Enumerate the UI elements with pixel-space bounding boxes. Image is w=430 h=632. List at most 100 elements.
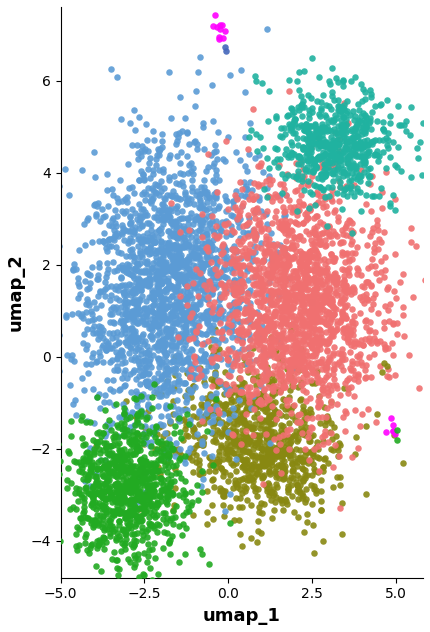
Point [326, 80, 333, 90]
Point [274, 191, 281, 202]
Point [227, 301, 234, 312]
Point [204, 401, 211, 411]
Point [66, 190, 73, 200]
Point [278, 332, 285, 343]
Point [367, 205, 374, 216]
Point [184, 263, 191, 273]
Point [76, 513, 83, 523]
Point [166, 299, 173, 309]
Point [301, 250, 308, 260]
Point [281, 463, 288, 473]
Point [242, 465, 249, 475]
Point [160, 257, 167, 267]
Point [163, 390, 170, 400]
Point [94, 542, 101, 552]
Point [169, 351, 176, 362]
Point [273, 451, 280, 461]
Point [99, 487, 106, 497]
Point [164, 494, 171, 504]
Point [147, 492, 154, 502]
Point [202, 409, 209, 419]
Point [300, 363, 307, 374]
Point [143, 490, 150, 500]
Point [102, 537, 109, 547]
Point [348, 359, 355, 369]
Point [176, 275, 183, 285]
Point [138, 252, 145, 262]
Point [358, 335, 365, 345]
Point [99, 428, 106, 438]
Point [159, 267, 166, 277]
Point [174, 270, 181, 280]
Point [90, 482, 97, 492]
Point [105, 493, 112, 503]
Point [154, 466, 161, 476]
Point [135, 465, 141, 475]
Point [114, 454, 120, 465]
Point [137, 267, 144, 277]
Point [326, 150, 333, 161]
Point [126, 475, 133, 485]
Point [174, 350, 181, 360]
Point [111, 431, 118, 441]
Point [151, 311, 158, 321]
Point [289, 149, 295, 159]
Point [310, 448, 317, 458]
Point [183, 389, 190, 399]
Point [96, 480, 103, 490]
Point [306, 166, 313, 176]
Point [101, 390, 108, 400]
Point [115, 628, 122, 632]
Point [37, 492, 44, 502]
Point [294, 76, 301, 86]
Point [244, 458, 251, 468]
Point [294, 133, 301, 143]
Point [297, 288, 304, 298]
Point [135, 488, 141, 498]
Point [265, 350, 272, 360]
Point [135, 473, 142, 483]
Point [218, 248, 225, 258]
Point [146, 426, 153, 436]
Point [243, 382, 250, 392]
Point [95, 328, 102, 338]
Point [216, 486, 223, 496]
Point [280, 377, 287, 387]
Point [257, 420, 264, 430]
Point [298, 264, 305, 274]
Point [288, 331, 295, 341]
Point [159, 339, 166, 349]
Point [383, 167, 390, 177]
Point [350, 227, 357, 237]
Point [297, 358, 304, 368]
Point [320, 185, 327, 195]
Point [266, 179, 273, 189]
Point [184, 404, 190, 415]
Point [152, 187, 159, 197]
Point [138, 404, 144, 415]
Point [313, 276, 320, 286]
Point [270, 312, 277, 322]
Point [125, 337, 132, 348]
Point [178, 212, 184, 222]
Point [138, 152, 144, 162]
Point [296, 417, 303, 427]
Point [262, 480, 269, 490]
Point [84, 368, 91, 379]
Point [81, 502, 88, 513]
Point [337, 167, 344, 177]
Point [218, 400, 225, 410]
Point [182, 458, 189, 468]
Point [324, 414, 331, 424]
Point [87, 515, 94, 525]
Point [289, 314, 296, 324]
Point [179, 308, 186, 319]
Point [332, 151, 339, 161]
Point [353, 163, 359, 173]
Point [278, 468, 285, 478]
Point [376, 234, 383, 244]
Point [365, 277, 372, 287]
Point [126, 477, 133, 487]
Point [290, 107, 297, 118]
Point [296, 350, 303, 360]
